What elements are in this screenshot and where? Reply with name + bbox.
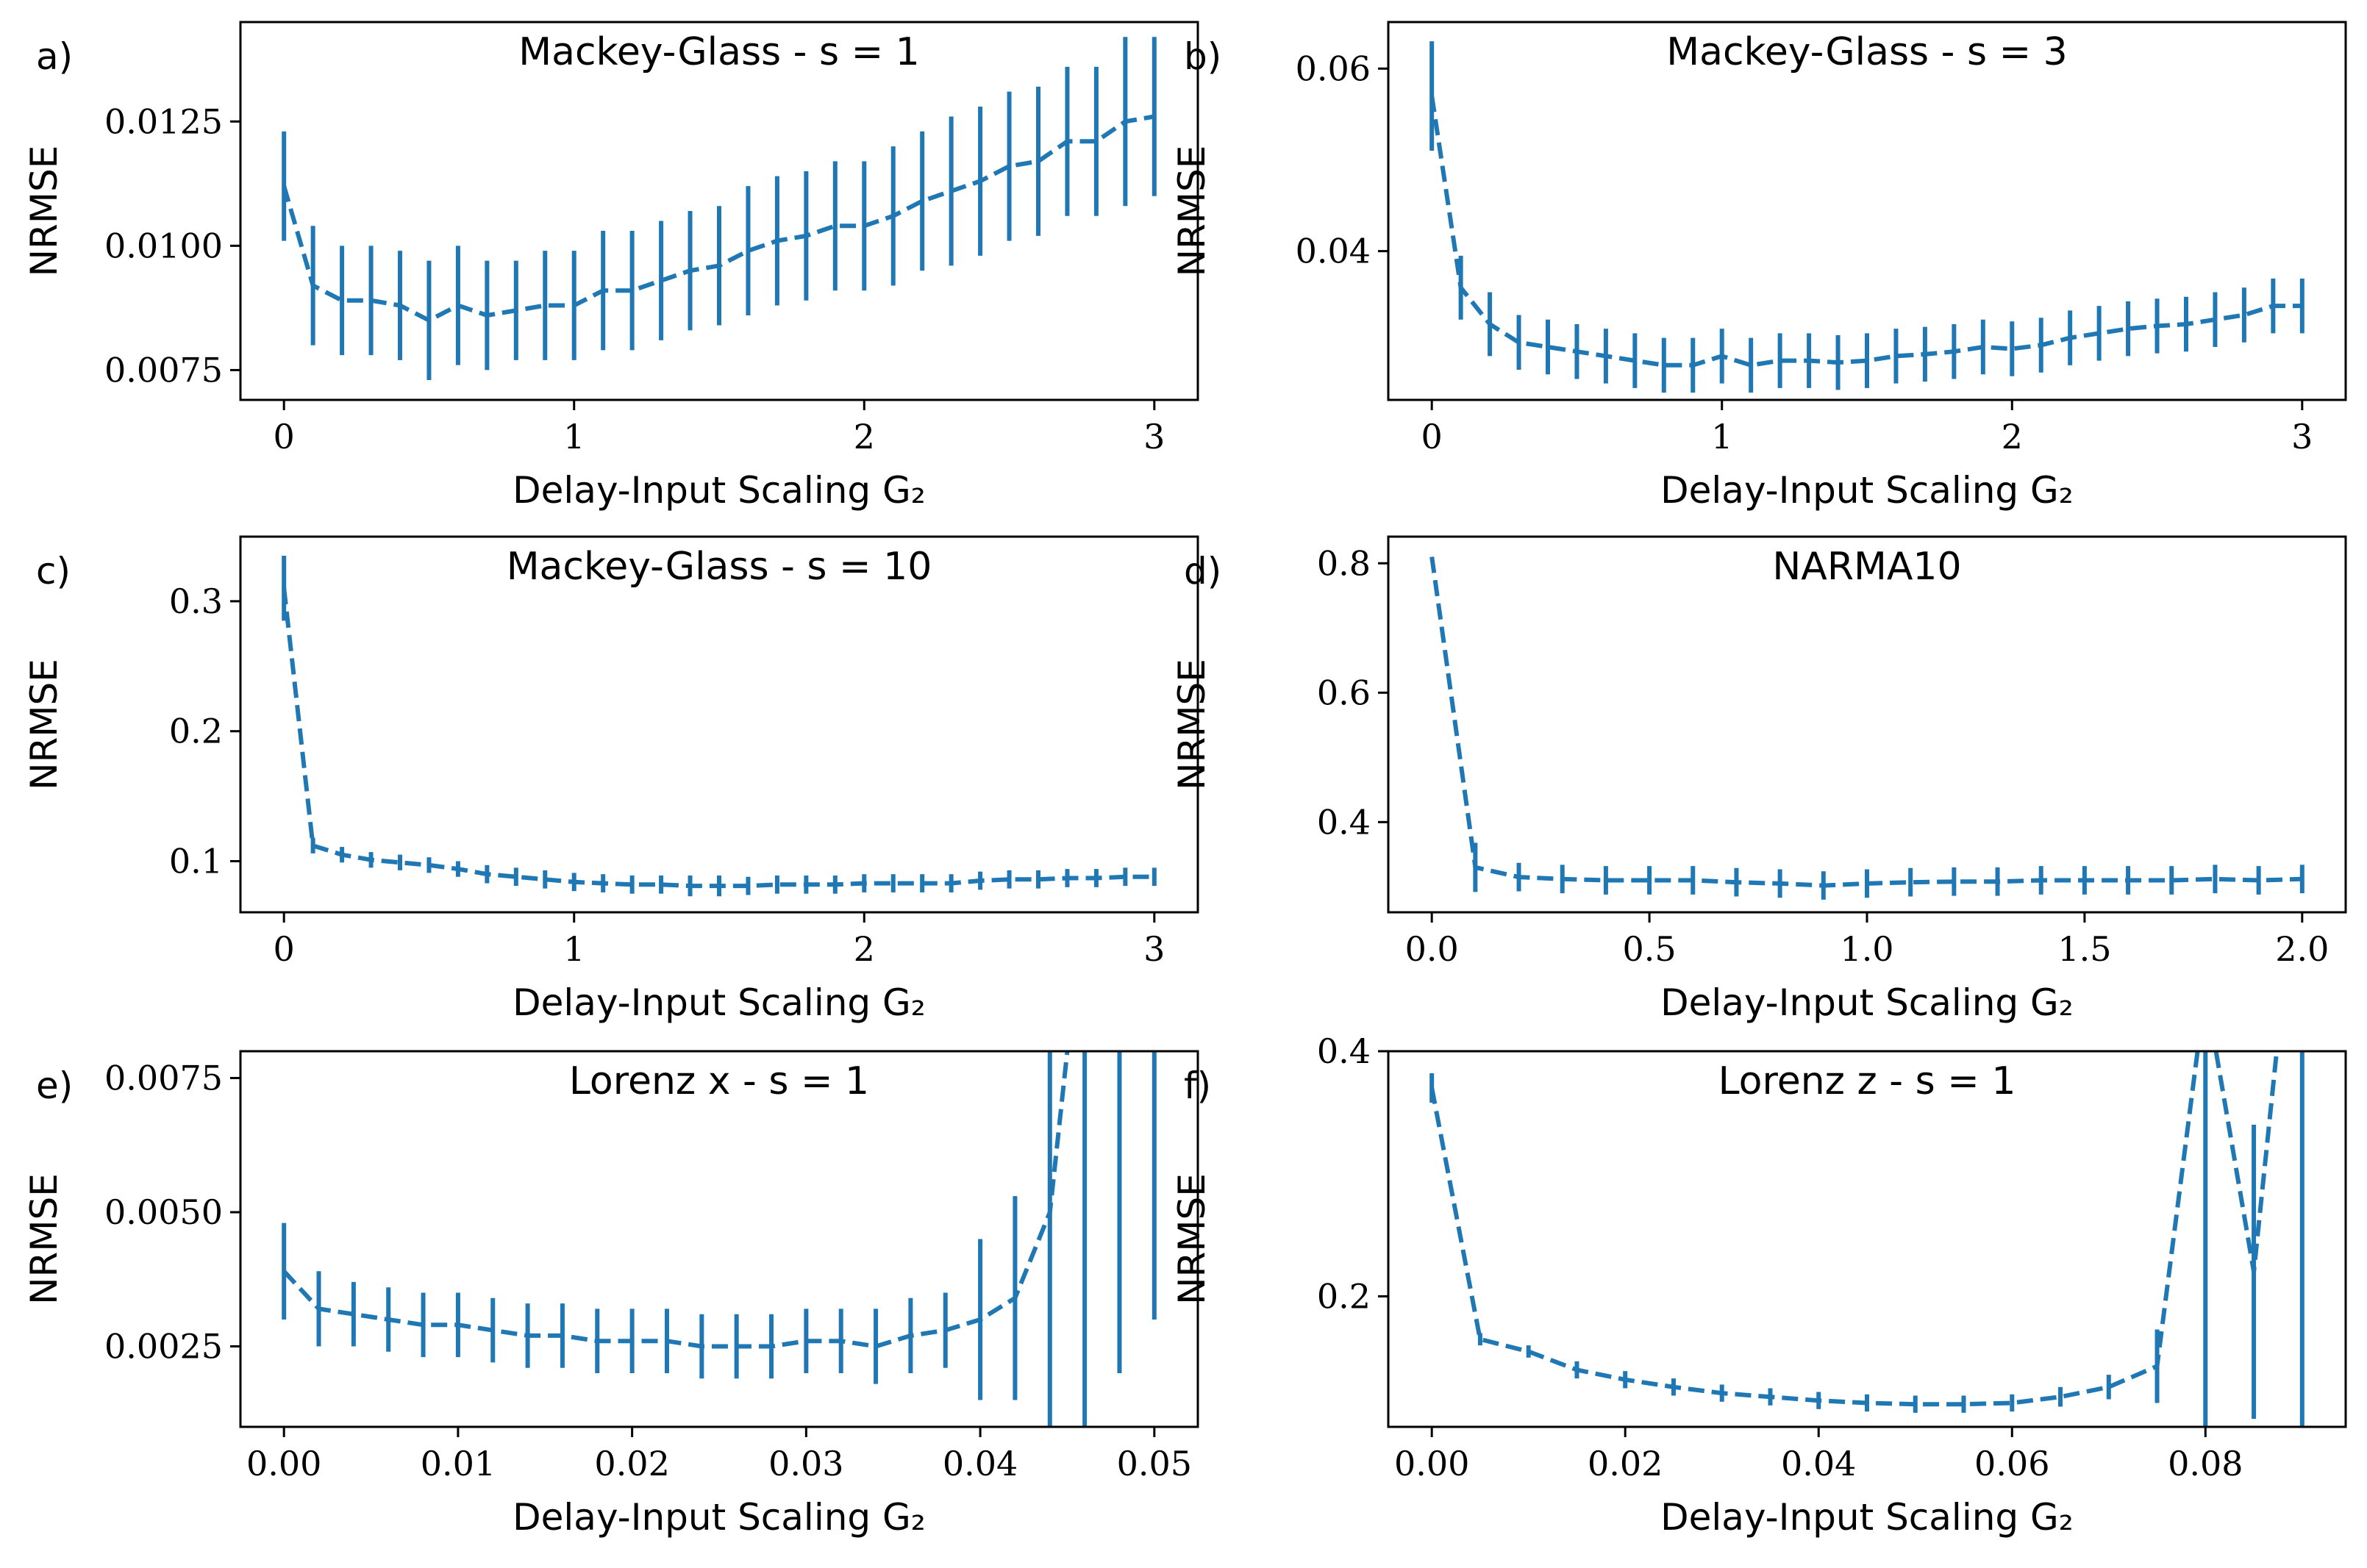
panel-label: f)	[1184, 1064, 1211, 1107]
x-tick-label: 2	[2002, 417, 2023, 457]
y-axis-label: NRMSE	[23, 659, 65, 790]
error-bars	[1429, 41, 2304, 393]
x-tick-label: 0	[274, 417, 295, 457]
y-axis-label: NRMSE	[23, 1173, 65, 1305]
y-tick-label: 0.3	[169, 581, 223, 621]
series-line	[282, 1051, 1070, 1349]
x-tick-label: 0.04	[943, 1444, 1018, 1483]
axes-frame	[1387, 21, 2347, 401]
chart-title: Lorenz x - s = 1	[569, 1059, 869, 1103]
x-tick-label: 0	[1421, 417, 1443, 457]
x-tick-label: 2	[854, 417, 875, 457]
panel-label: d)	[1184, 550, 1221, 593]
panel-label: a)	[36, 35, 73, 78]
chart-panel-3: 0 1 2 3 0.1 0.2 0.3 Mackey-Glass - s = 10 Delay-…	[23, 535, 1199, 1024]
panel-label: e)	[36, 1064, 73, 1107]
panel-label: c)	[36, 550, 71, 593]
series-line	[1429, 1051, 2279, 1407]
x-tick-label: 1.0	[1840, 929, 1893, 969]
axes-frame	[1387, 1050, 2347, 1428]
y-tick-label: 0.0075	[104, 1059, 223, 1098]
error-bars	[282, 37, 1157, 380]
chart-panel-2: 0 1 2 3 0.04 0.06 Mackey-Glass - s = 3 Delay-In…	[1171, 21, 2347, 512]
x-tick-label: 1	[1711, 417, 1732, 457]
y-tick-label: 0.8	[1317, 543, 1371, 583]
error-bars	[1429, 1051, 2304, 1427]
chart-title: Mackey-Glass - s = 1	[518, 30, 920, 74]
x-tick-label: 0.02	[1588, 1444, 1663, 1483]
x-tick-label: 0.03	[768, 1444, 843, 1483]
x-tick-label: 2	[854, 929, 875, 969]
y-tick-label: 0.0075	[104, 350, 223, 390]
y-tick-label: 0.0050	[104, 1192, 223, 1232]
series-line	[1429, 96, 2302, 368]
x-tick-label: 2.0	[2275, 929, 2329, 969]
y-tick-label: 0.4	[1317, 1031, 1371, 1071]
x-tick-label: 0.02	[594, 1444, 669, 1483]
x-axis-label: Delay-Input Scaling G₂	[1660, 1496, 2074, 1539]
y-tick-label: 0.04	[1296, 232, 1371, 271]
y-tick-label: 0.06	[1296, 49, 1371, 88]
series-line	[1429, 556, 2302, 888]
panel-label: b)	[1184, 35, 1221, 78]
y-tick-label: 0.0025	[104, 1327, 223, 1367]
axes-frame	[239, 21, 1199, 401]
x-tick-label: 0.5	[1623, 929, 1677, 969]
x-tick-label: 0	[274, 929, 295, 969]
x-axis-label: Delay-Input Scaling G₂	[1660, 469, 2074, 512]
axes-frame	[239, 1050, 1199, 1428]
x-tick-label: 0.08	[2168, 1444, 2243, 1483]
y-tick-label: 0.1	[169, 842, 223, 881]
chart-title: Mackey-Glass - s = 10	[507, 545, 932, 589]
x-axis-label: Delay-Input Scaling G₂	[1660, 981, 2074, 1024]
x-tick-label: 0.05	[1117, 1444, 1192, 1483]
x-tick-label: 0.0	[1405, 929, 1459, 969]
chart-title: Mackey-Glass - s = 3	[1666, 30, 2068, 74]
y-tick-label: 0.2	[1317, 1276, 1371, 1316]
y-tick-label: 0.0125	[104, 101, 223, 141]
y-tick-label: 0.4	[1317, 802, 1371, 842]
series-line	[282, 587, 1154, 889]
x-tick-label: 1	[563, 417, 585, 457]
y-tick-label: 0.2	[169, 712, 223, 751]
x-tick-label: 0.04	[1781, 1444, 1856, 1483]
x-axis-label: Delay-Input Scaling G₂	[513, 1496, 926, 1539]
x-tick-label: 0.01	[421, 1444, 496, 1483]
x-tick-label: 0.00	[246, 1444, 321, 1483]
x-tick-label: 3	[1143, 417, 1165, 457]
y-axis-label: NRMSE	[23, 146, 65, 277]
series-line	[282, 114, 1155, 323]
x-tick-label: 1.5	[2057, 929, 2111, 969]
chart-panel-6: 0.00 0.02 0.04 0.06 0.08 0.2 0.4 Lorenz z - s =…	[1171, 1031, 2347, 1539]
x-tick-label: 3	[2291, 417, 2313, 457]
chart-title: Lorenz z - s = 1	[1718, 1059, 2016, 1103]
error-bars	[1473, 842, 2304, 900]
axes-frame	[239, 535, 1199, 914]
y-axis-label: NRMSE	[1171, 659, 1213, 790]
chart-panel-1: 0 1 2 3 0.0075 0.0100 0.0125 Mackey-Glass - s =…	[23, 21, 1199, 512]
x-axis-label: Delay-Input Scaling G₂	[513, 981, 926, 1024]
y-axis-label: NRMSE	[1171, 1173, 1213, 1305]
chart-title: NARMA10	[1772, 545, 1961, 589]
x-axis-label: Delay-Input Scaling G₂	[513, 469, 926, 512]
y-tick-label: 0.0100	[104, 226, 223, 265]
error-bars	[282, 555, 1157, 897]
y-tick-label: 0.6	[1317, 673, 1371, 712]
y-axis-label: NRMSE	[1171, 146, 1213, 277]
chart-panel-5: 0.00 0.01 0.02 0.03 0.04 0.05 0.0025 0.0050 0.00…	[23, 1050, 1199, 1539]
x-tick-label: 0.00	[1394, 1444, 1469, 1483]
axes-frame	[1387, 535, 2347, 914]
x-tick-label: 0.06	[1974, 1444, 2049, 1483]
x-tick-label: 3	[1143, 929, 1165, 969]
x-tick-label: 1	[563, 929, 585, 969]
chart-panel-4: 0.0 0.5 1.0 1.5 2.0 0.4 0.6 0.8 NARMA10 Delay-Inp…	[1171, 535, 2347, 1024]
